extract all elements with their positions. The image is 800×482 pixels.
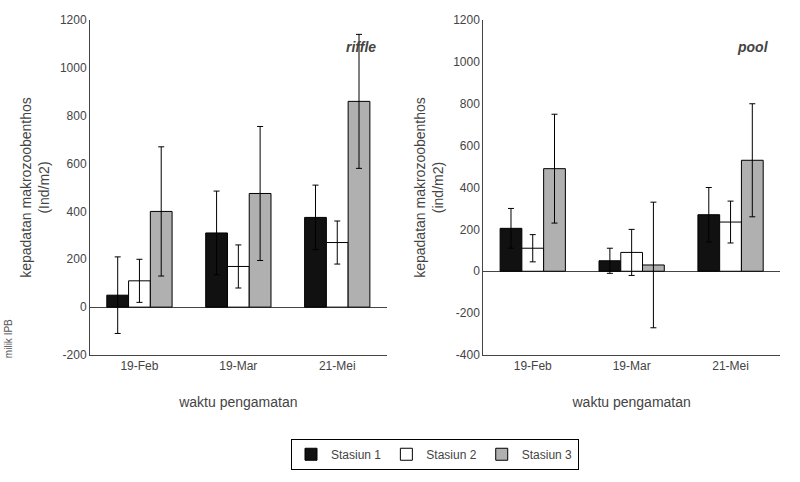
- svg-text:21-Mei: 21-Mei: [712, 359, 749, 373]
- svg-text:waktu pengamatan: waktu pengamatan: [178, 394, 297, 410]
- svg-text:-200: -200: [63, 348, 87, 362]
- svg-text:600: 600: [67, 157, 87, 171]
- svg-text:800: 800: [460, 97, 480, 111]
- svg-text:0: 0: [80, 300, 87, 314]
- svg-text:riffle: riffle: [346, 39, 376, 55]
- svg-text:waktu pengamatan: waktu pengamatan: [571, 394, 690, 410]
- svg-text:0: 0: [473, 264, 480, 278]
- svg-text:pool: pool: [737, 39, 769, 55]
- svg-text:1200: 1200: [453, 13, 480, 27]
- svg-text:19-Feb: 19-Feb: [120, 359, 158, 373]
- svg-text:Stasiun 3: Stasiun 3: [522, 448, 572, 462]
- svg-text:kepadatan makrozoobenthos(ind/: kepadatan makrozoobenthos(ind/m2): [412, 97, 446, 278]
- svg-text:400: 400: [460, 181, 480, 195]
- svg-text:19-Mar: 19-Mar: [613, 359, 651, 373]
- svg-text:1200: 1200: [60, 13, 87, 27]
- svg-text:milik IPB: milik IPB: [3, 319, 14, 358]
- svg-text:200: 200: [67, 252, 87, 266]
- svg-text:-200: -200: [456, 306, 480, 320]
- svg-text:1000: 1000: [60, 61, 87, 75]
- svg-text:19-Mar: 19-Mar: [219, 359, 257, 373]
- svg-text:kepadatan makrozoobenthos(Ind/: kepadatan makrozoobenthos(Ind/m2): [18, 97, 52, 278]
- svg-text:800: 800: [67, 109, 87, 123]
- svg-text:200: 200: [460, 223, 480, 237]
- svg-text:1000: 1000: [453, 55, 480, 69]
- svg-text:600: 600: [460, 139, 480, 153]
- svg-text:19-Feb: 19-Feb: [514, 359, 552, 373]
- svg-text:-400: -400: [456, 348, 480, 362]
- svg-text:Stasiun 2: Stasiun 2: [426, 448, 476, 462]
- svg-text:Stasiun 1: Stasiun 1: [331, 448, 381, 462]
- svg-text:400: 400: [67, 205, 87, 219]
- svg-text:21-Mei: 21-Mei: [319, 359, 356, 373]
